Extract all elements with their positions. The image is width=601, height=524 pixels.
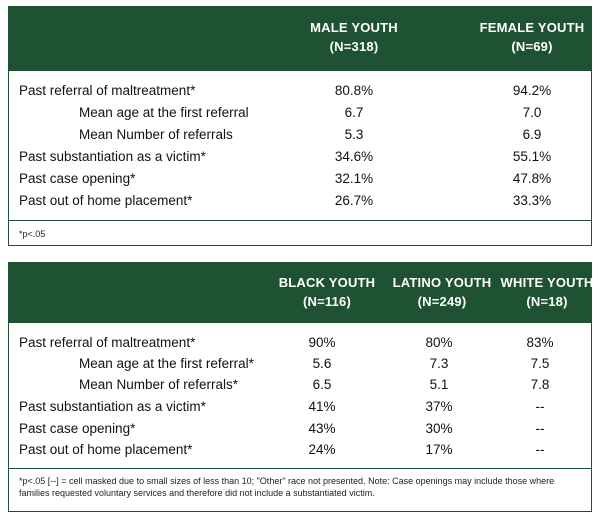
table-row: Past case opening* 43% 30% -- (9, 419, 591, 439)
cell-value: 37% (425, 399, 453, 414)
cell-value: 7.3 (429, 356, 449, 371)
row-label: Mean age at the first referral (79, 105, 249, 120)
table-row: Mean age at the first referral* 5.6 7.3 … (9, 354, 591, 374)
divider (9, 220, 591, 221)
column-header: MALE YOUTH (N=318) (310, 20, 398, 54)
cell-value: -- (535, 442, 545, 457)
table-row: Past out of home placement* 26.7% 33.3% (9, 191, 591, 211)
cell-value: 6.9 (522, 127, 542, 142)
table-header: BLACK YOUTH (N=116) LATINO YOUTH (N=249)… (9, 263, 593, 323)
table-row: Mean age at the first referral 6.7 7.0 (9, 103, 591, 123)
cell-value: 55.1% (512, 149, 552, 164)
cell-value: -- (535, 399, 545, 414)
table-row: Past referral of maltreatment* 80.8% 94.… (9, 81, 591, 101)
row-label: Past substantiation as a victim* (19, 399, 206, 414)
cell-value: 80% (425, 335, 453, 350)
column-header: WHITE YOUTH (N=18) (500, 275, 594, 309)
footnote: *p<.05 [--] = cell masked due to small s… (19, 476, 555, 498)
row-label: Past case opening* (19, 421, 136, 436)
cell-value: 6.5 (312, 377, 332, 392)
row-label: Mean Number of referrals* (79, 377, 239, 392)
footnote: *p<.05 (19, 229, 46, 239)
cell-value: 83% (526, 335, 554, 350)
table-row: Past substantiation as a victim* 41% 37%… (9, 397, 591, 417)
cell-value: 34.6% (334, 149, 374, 164)
cell-value: 47.8% (512, 171, 552, 186)
cell-value: 7.5 (530, 356, 550, 371)
cell-value: 41% (308, 399, 336, 414)
cell-value: 43% (308, 421, 336, 436)
cell-value: 33.3% (512, 193, 552, 208)
column-header: LATINO YOUTH (N=249) (392, 275, 492, 309)
row-label: Past case opening* (19, 171, 136, 186)
row-label: Mean age at the first referral* (79, 356, 254, 371)
cell-value: 26.7% (334, 193, 374, 208)
cell-value: 80.8% (334, 83, 374, 98)
table-race: BLACK YOUTH (N=116) LATINO YOUTH (N=249)… (8, 262, 593, 512)
cell-value: -- (535, 421, 545, 436)
cell-value: 6.7 (344, 105, 364, 120)
row-label: Past referral of maltreatment* (19, 335, 196, 350)
row-label: Past substantiation as a victim* (19, 149, 206, 164)
cell-value: 7.8 (530, 377, 550, 392)
table-gender: MALE YOUTH (N=318) FEMALE YOUTH (N=69) P… (8, 6, 592, 246)
column-header: FEMALE YOUTH (N=69) (479, 20, 585, 54)
divider (9, 468, 591, 469)
cell-value: 5.3 (344, 127, 364, 142)
table-row: Past substantiation as a victim* 34.6% 5… (9, 147, 591, 167)
cell-value: 5.1 (429, 377, 449, 392)
row-label: Past referral of maltreatment* (19, 83, 196, 98)
column-header: BLACK YOUTH (N=116) (278, 275, 376, 309)
row-label: Past out of home placement* (19, 442, 193, 457)
cell-value: 5.6 (312, 356, 332, 371)
table-row: Mean Number of referrals 5.3 6.9 (9, 125, 591, 145)
table-row: Past case opening* 32.1% 47.8% (9, 169, 591, 189)
table-row: Past out of home placement* 24% 17% -- (9, 440, 591, 460)
cell-value: 32.1% (334, 171, 374, 186)
cell-value: 94.2% (512, 83, 552, 98)
cell-value: 7.0 (522, 105, 542, 120)
table-header: MALE YOUTH (N=318) FEMALE YOUTH (N=69) (9, 7, 591, 71)
table-row: Past referral of maltreatment* 90% 80% 8… (9, 333, 591, 353)
cell-value: 17% (425, 442, 453, 457)
row-label: Mean Number of referrals (79, 127, 233, 142)
cell-value: 90% (308, 335, 336, 350)
table-row: Mean Number of referrals* 6.5 5.1 7.8 (9, 375, 591, 395)
cell-value: 24% (308, 442, 336, 457)
cell-value: 30% (425, 421, 453, 436)
row-label: Past out of home placement* (19, 193, 193, 208)
